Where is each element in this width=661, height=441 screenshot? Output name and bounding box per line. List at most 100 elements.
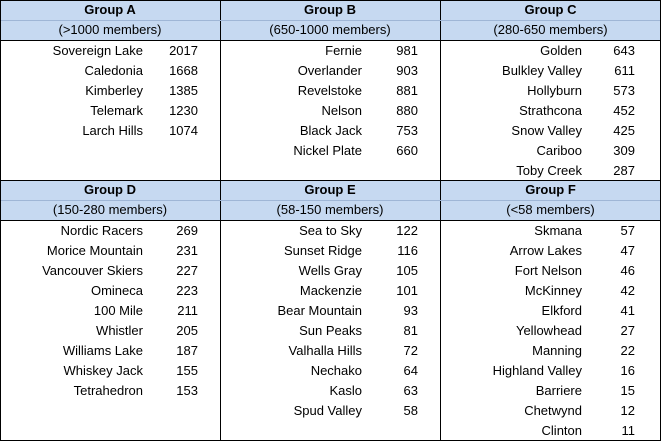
club-members: 58: [403, 403, 418, 418]
club-name: Telemark: [90, 103, 143, 118]
club-name: Yellowhead: [515, 323, 582, 338]
club-name: Snow Valley: [511, 123, 582, 138]
club-members: 42: [620, 283, 635, 298]
club-members: 16: [620, 363, 635, 378]
club-name: Wells Gray: [298, 263, 362, 278]
club-members: 15: [620, 383, 635, 398]
club-members: 155: [176, 363, 198, 378]
club-name: Spud Valley: [293, 403, 362, 418]
club-members: 101: [396, 283, 418, 298]
club-name: Bulkley Valley: [502, 63, 582, 78]
club-members: 116: [397, 243, 418, 258]
club-name: McKinney: [524, 283, 582, 298]
club-name: Nickel Plate: [293, 143, 362, 158]
club-members: 269: [176, 223, 198, 238]
club-name: Caledonia: [84, 63, 143, 78]
club-name: Larch Hills: [82, 123, 143, 138]
club-members: 153: [176, 383, 198, 398]
club-members: 27: [620, 323, 635, 338]
club-members: 81: [403, 323, 418, 338]
club-name: Kimberley: [85, 83, 143, 98]
club-members: 46: [620, 263, 635, 278]
header-bottom-border: [0, 40, 661, 41]
club-members: 227: [176, 263, 198, 278]
club-name: Highland Valley: [492, 363, 582, 378]
group-subtitle: (<58 members): [506, 202, 595, 217]
club-members: 64: [403, 363, 418, 378]
club-members: 187: [176, 343, 198, 358]
club-name: Overlander: [297, 63, 362, 78]
club-name: Elkford: [541, 303, 582, 318]
club-members: 105: [396, 263, 418, 278]
club-members: 287: [613, 163, 635, 178]
club-name: Sea to Sky: [299, 223, 362, 238]
group-title: Group E: [304, 182, 356, 197]
club-name: Valhalla Hills: [288, 343, 362, 358]
group-title: Group A: [84, 2, 136, 17]
group-title: Group C: [524, 2, 577, 17]
club-members: 93: [403, 303, 418, 318]
club-name: Sunset Ridge: [283, 243, 362, 258]
club-members: 1074: [169, 123, 198, 138]
club-name: Toby Creek: [516, 163, 582, 178]
club-name: Whiskey Jack: [63, 363, 143, 378]
group-subtitle: (280-650 members): [493, 22, 608, 37]
club-name: Mackenzie: [299, 283, 362, 298]
club-name: Fernie: [325, 43, 362, 58]
club-members: 11: [621, 423, 636, 438]
club-name: Whistler: [96, 323, 143, 338]
club-members: 425: [613, 123, 635, 138]
club-name: Cariboo: [536, 143, 582, 158]
club-name: Nelson: [321, 103, 362, 118]
club-members: 2017: [169, 43, 198, 58]
club-members: 41: [620, 303, 635, 318]
club-name: Fort Nelson: [514, 263, 582, 278]
group-subtitle: (>1000 members): [58, 22, 162, 37]
header-divider: [0, 20, 661, 21]
club-name: Vancouver Skiers: [42, 263, 143, 278]
club-members: 660: [396, 143, 418, 158]
group-title: Group D: [84, 182, 136, 197]
club-members: 753: [396, 123, 418, 138]
group-subtitle: (650-1000 members): [269, 22, 391, 37]
club-name: Chetwynd: [524, 403, 582, 418]
club-name: Sun Peaks: [299, 323, 362, 338]
club-name: Morice Mountain: [46, 243, 143, 258]
club-members: 63: [403, 383, 418, 398]
club-members: 573: [613, 83, 635, 98]
club-members: 231: [176, 243, 198, 258]
club-name: Clinton: [541, 423, 582, 438]
club-name: Golden: [540, 43, 582, 58]
club-members: 1230: [169, 103, 198, 118]
club-name: Nechako: [310, 363, 362, 378]
club-members: 1668: [169, 63, 198, 78]
club-name: Tetrahedron: [73, 383, 143, 398]
club-name: Revelstoke: [297, 83, 362, 98]
club-name: Nordic Racers: [60, 223, 143, 238]
club-name: Manning: [532, 343, 582, 358]
group-subtitle: (58-150 members): [276, 202, 384, 217]
club-members: 452: [613, 103, 635, 118]
club-members: 57: [620, 223, 635, 238]
club-members: 47: [620, 243, 635, 258]
club-members: 1385: [169, 83, 198, 98]
club-name: Black Jack: [299, 123, 362, 138]
club-name: 100 Mile: [93, 303, 143, 318]
club-name: Sovereign Lake: [52, 43, 143, 58]
group-subtitle: (150-280 members): [52, 202, 168, 217]
club-name: Arrow Lakes: [509, 243, 582, 258]
club-members: 122: [396, 223, 418, 238]
club-members: 643: [613, 43, 635, 58]
club-name: Bear Mountain: [277, 303, 362, 318]
band-divider: [0, 180, 661, 181]
club-members: 211: [177, 303, 198, 318]
club-name: Williams Lake: [62, 343, 143, 358]
club-members: 309: [613, 143, 635, 158]
club-members: 903: [396, 63, 418, 78]
club-name: Barriere: [535, 383, 582, 398]
club-members: 981: [396, 43, 418, 58]
header-bottom-border: [0, 220, 661, 221]
club-members: 205: [176, 323, 198, 338]
